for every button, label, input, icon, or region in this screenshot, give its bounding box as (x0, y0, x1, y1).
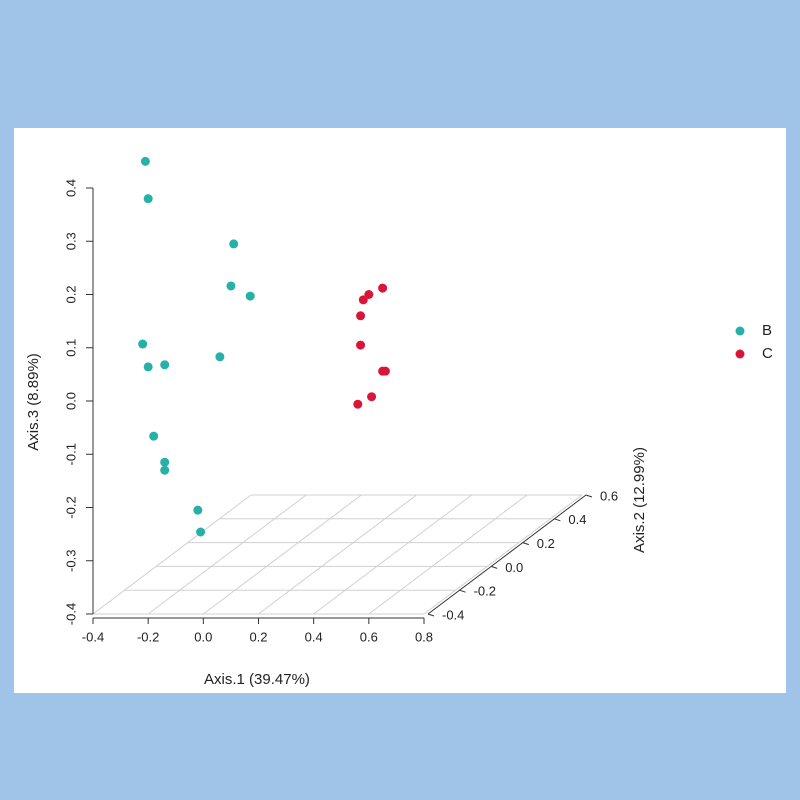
data-point (149, 431, 159, 441)
legend-marker (735, 349, 745, 359)
z-tick (491, 565, 498, 569)
y-tick-label: -0.3 (63, 550, 78, 572)
y-tick-label: -0.1 (63, 443, 78, 465)
y-tick-label: 0.2 (63, 285, 78, 303)
floor-grid-line (147, 494, 307, 615)
plot-panel (14, 128, 786, 693)
data-point (229, 239, 239, 249)
y-tick-label: 0.4 (63, 179, 78, 197)
y-tick-label: 0.0 (63, 392, 78, 410)
z-tick (459, 589, 466, 593)
z-axis-label: Axis.2 (12.99%) (631, 447, 648, 553)
floor-grid-line (92, 494, 252, 615)
x-tick-label: 0.6 (360, 629, 378, 644)
y-axis-label: Axis.3 (8.89%) (25, 353, 42, 451)
y-tick-label: -0.2 (63, 496, 78, 518)
data-point (196, 527, 206, 537)
data-point (160, 457, 170, 467)
x-tick-label: 0.0 (194, 629, 212, 644)
data-point (138, 339, 148, 349)
z-tick (427, 613, 435, 617)
z-tick (522, 542, 529, 546)
z-tick (585, 494, 593, 498)
x-tick-label: 0.8 (415, 629, 433, 644)
data-point (380, 366, 390, 376)
z-tick-label: -0.4 (442, 607, 464, 622)
z-tick-label: 0.6 (600, 488, 618, 503)
legend-label: C (762, 345, 773, 362)
data-point (140, 156, 150, 166)
x-tick-label: -0.4 (82, 629, 104, 644)
floor-grid-line (423, 494, 583, 615)
data-point (378, 283, 388, 293)
data-point (245, 291, 255, 301)
x-tick-label: 0.4 (305, 629, 323, 644)
data-point (358, 295, 368, 305)
data-point (143, 194, 153, 204)
x-tick-label: -0.2 (137, 629, 159, 644)
floor-grid-line (203, 494, 362, 615)
data-point (143, 362, 153, 372)
data-point (356, 340, 366, 350)
z-tick-label: -0.2 (474, 584, 496, 599)
data-point (160, 465, 170, 475)
z-tick (554, 518, 561, 522)
data-point (193, 505, 203, 515)
z-tick-label: 0.0 (505, 560, 523, 575)
legend-marker (735, 326, 745, 336)
data-point (226, 281, 236, 291)
y-tick-label: 0.1 (63, 339, 78, 357)
legend-label: B (762, 322, 772, 339)
y-tick-label: -0.4 (63, 603, 78, 625)
y-tick-label: 0.3 (63, 232, 78, 250)
z-axis-line (427, 494, 587, 615)
floor-grid-line (368, 494, 528, 615)
data-point (353, 399, 363, 409)
x-tick-label: 0.2 (249, 629, 267, 644)
z-tick-label: 0.2 (537, 536, 555, 551)
data-point (367, 392, 377, 402)
data-point (215, 352, 225, 362)
floor-grid-line (258, 494, 417, 615)
data-point (356, 311, 366, 321)
data-point (160, 360, 170, 370)
z-tick-label: 0.4 (568, 512, 586, 527)
x-axis-label: Axis.1 (39.47%) (204, 671, 310, 688)
floor-grid-line (313, 494, 472, 615)
